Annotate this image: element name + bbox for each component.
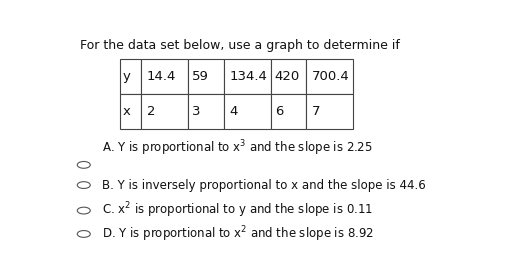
Bar (141, 94, 188, 129)
Text: 14.4: 14.4 (147, 70, 177, 83)
Text: x: x (123, 105, 130, 118)
Bar (188, 94, 224, 129)
Text: D. Y is proportional to $\mathregular{x^2}$ and the slope is 8.92: D. Y is proportional to $\mathregular{x^… (102, 224, 374, 244)
Text: 6: 6 (275, 105, 283, 118)
Text: 3: 3 (192, 105, 201, 118)
Bar (188, 59, 224, 94)
Text: 134.4: 134.4 (230, 70, 267, 83)
Bar (307, 94, 353, 129)
Text: 59: 59 (192, 70, 209, 83)
Text: 420: 420 (275, 70, 300, 83)
Circle shape (77, 161, 90, 168)
Circle shape (77, 182, 90, 189)
Text: 7: 7 (312, 105, 320, 118)
Text: B. Y is inversely proportional to x and the slope is 44.6: B. Y is inversely proportional to x and … (102, 179, 426, 192)
Text: 700.4: 700.4 (312, 70, 350, 83)
Circle shape (77, 230, 90, 237)
Bar (121, 59, 141, 94)
Circle shape (77, 207, 90, 214)
Text: y: y (123, 70, 130, 83)
Bar (121, 94, 141, 129)
Bar (270, 94, 307, 129)
Text: A. Y is proportional to $\mathregular{x^3}$ and the slope is 2.25: A. Y is proportional to $\mathregular{x^… (102, 138, 373, 158)
Text: C. $\mathregular{x^2}$ is proportional to y and the slope is 0.11: C. $\mathregular{x^2}$ is proportional t… (102, 201, 373, 220)
Bar (270, 59, 307, 94)
Bar (307, 59, 353, 94)
Text: 4: 4 (230, 105, 238, 118)
Text: 2: 2 (147, 105, 156, 118)
Bar (224, 94, 270, 129)
Bar (224, 59, 270, 94)
Bar (141, 59, 188, 94)
Text: For the data set below, use a graph to determine if: For the data set below, use a graph to d… (80, 39, 400, 52)
